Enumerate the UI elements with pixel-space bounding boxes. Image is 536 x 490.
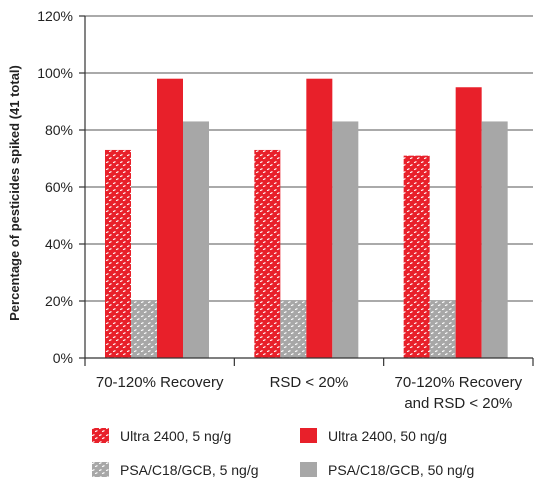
bars bbox=[105, 78, 508, 358]
legend-label: Ultra 2400, 50 ng/g bbox=[328, 428, 447, 444]
bar bbox=[481, 121, 508, 358]
x-category-label: RSD < 20% bbox=[270, 374, 349, 391]
bar bbox=[280, 301, 307, 358]
legend-label: Ultra 2400, 5 ng/g bbox=[120, 428, 231, 444]
bar bbox=[105, 149, 131, 358]
y-tick-label: 120% bbox=[37, 8, 73, 24]
bar bbox=[332, 121, 359, 358]
y-tick-label: 80% bbox=[45, 122, 73, 138]
legend: Ultra 2400, 5 ng/g Ultra 2400, 50 ng/g PSA… bbox=[92, 428, 474, 478]
bar bbox=[455, 87, 482, 358]
legend-swatch bbox=[300, 462, 317, 477]
legend-label: PSA/C18/GCB, 50 ng/g bbox=[328, 462, 474, 478]
y-tick-label: 100% bbox=[37, 65, 73, 81]
y-axis-label: Percentage of pesticides spiked (41 tota… bbox=[7, 65, 22, 321]
y-tick-label: 0% bbox=[53, 350, 73, 366]
bar bbox=[157, 78, 183, 358]
bar bbox=[131, 301, 157, 358]
x-category-label: 70-120% Recovery bbox=[96, 374, 224, 391]
bar bbox=[183, 121, 209, 358]
legend-swatch bbox=[300, 428, 317, 443]
bar bbox=[306, 78, 333, 358]
y-tick-label: 40% bbox=[45, 236, 73, 252]
x-category-label: 70-120% Recovery bbox=[395, 374, 523, 391]
legend-swatch bbox=[92, 462, 109, 477]
bar bbox=[254, 149, 281, 358]
legend-swatch bbox=[92, 428, 109, 443]
bar bbox=[403, 155, 430, 358]
bar bbox=[429, 301, 456, 358]
x-category-labels: 70-120% Recovery RSD < 20% 70-120% Recover… bbox=[96, 374, 523, 412]
y-tick-label: 20% bbox=[45, 293, 73, 309]
y-tick-label: 60% bbox=[45, 179, 73, 195]
axes bbox=[79, 15, 534, 366]
x-category-label: and RSD < 20% bbox=[404, 395, 512, 412]
legend-label: PSA/C18/GCB, 5 ng/g bbox=[120, 462, 259, 478]
y-tick-labels: 0% 20% 40% 60% 80% 100% 120% bbox=[37, 8, 73, 366]
